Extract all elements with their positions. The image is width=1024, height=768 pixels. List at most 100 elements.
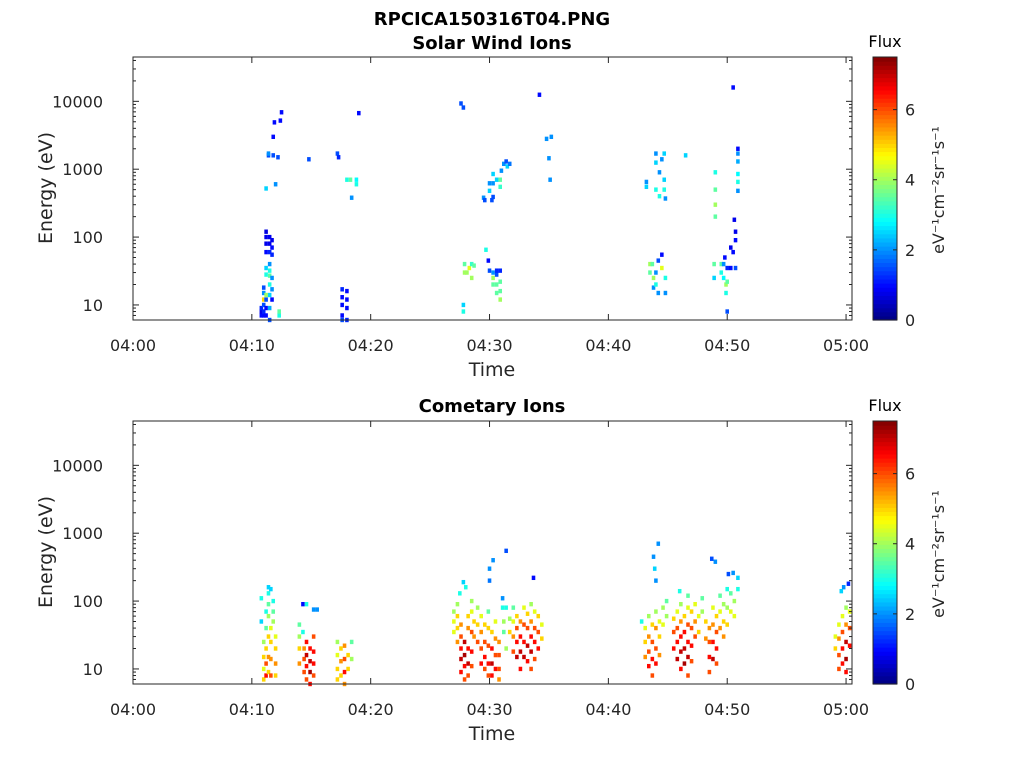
solar-wind-colorbar-step: [873, 147, 897, 153]
solar-wind-data-cell: [660, 157, 664, 162]
cometary-colorbar-step: [873, 437, 897, 443]
cometary-data-cell: [264, 661, 268, 666]
cometary-colorbar-step: [873, 626, 897, 632]
cometary-data-cell: [529, 634, 533, 639]
cometary-data-cell: [728, 591, 733, 596]
cometary-data-cell: [840, 613, 845, 619]
cometary-data-cell: [452, 619, 456, 624]
cometary-data-cell: [493, 666, 498, 672]
cometary-data-cell: [700, 596, 705, 601]
cometary-data-cell: [301, 629, 305, 635]
cometary-data-cell: [725, 586, 729, 592]
solar-wind-data-cell: [491, 171, 495, 177]
cometary-data-cell: [308, 646, 312, 651]
solar-wind-data-cell: [663, 290, 668, 296]
cometary-colorbar-step: [873, 494, 897, 500]
solar-wind-data-cell: [484, 247, 488, 252]
cometary-data-cell: [459, 669, 463, 675]
cometary-data-cell: [675, 609, 680, 614]
solar-wind-data-cell: [259, 309, 264, 314]
solar-wind-data-cell: [345, 177, 349, 182]
solar-wind-colorbar-step: [873, 139, 897, 144]
solar-wind-colorbar-step: [873, 307, 897, 313]
cometary-data-cell: [297, 646, 302, 651]
solar-wind-data-cell: [660, 265, 664, 271]
cometary-data-cell: [650, 656, 655, 662]
solar-wind-data-cell: [264, 241, 268, 246]
cometary-data-cell: [335, 666, 340, 672]
cometary-data-cell: [833, 646, 838, 651]
solar-wind-data-cell: [264, 234, 268, 240]
cometary-data-cell: [693, 634, 697, 639]
cometary-data-cell: [515, 625, 519, 631]
solar-wind-data-cell: [267, 268, 272, 273]
cometary-data-cell: [482, 639, 487, 645]
solar-wind-data-cell: [307, 157, 311, 162]
cometary-data-cell: [711, 622, 715, 627]
cometary-data-cell: [518, 634, 523, 639]
cometary-data-cell: [689, 643, 694, 648]
cometary-data-cell: [261, 654, 266, 660]
solar-wind-colorbar-step: [873, 69, 897, 75]
cometary-colorbar-step: [873, 503, 897, 508]
cometary-data-cell: [654, 661, 658, 666]
solar-wind-data-cell: [335, 151, 340, 156]
cometary-data-cell: [657, 652, 662, 658]
solar-wind-y-tick-label: 10: [83, 296, 103, 315]
solar-wind-data-cell: [467, 265, 472, 271]
cometary-data-cell: [297, 622, 302, 627]
cometary-data-cell: [682, 629, 687, 635]
solar-wind-data-cell: [465, 270, 469, 275]
solar-wind-data-cell: [498, 184, 503, 190]
solar-wind-data-cell: [547, 156, 551, 161]
cometary-data-cell: [304, 677, 309, 682]
cometary-colorbar-step: [873, 453, 897, 459]
cometary-data-cell: [479, 646, 483, 651]
solar-wind-colorbar-step: [873, 254, 897, 259]
cometary-colorbar-step: [873, 618, 897, 623]
solar-wind-plot-area: [133, 57, 852, 320]
cometary-colorbar-tick-label: 2: [905, 605, 915, 624]
solar-wind-colorbar-step: [873, 200, 897, 206]
cometary-colorbar-step: [873, 667, 897, 673]
solar-wind-data-cell: [482, 197, 487, 203]
solar-wind-data-cell: [267, 305, 272, 311]
cometary-colorbar-step: [873, 429, 897, 434]
cometary-data-cell: [840, 661, 845, 666]
solar-wind-data-cell: [267, 249, 272, 255]
cometary-colorbar-step: [873, 597, 897, 603]
solar-wind-data-cell: [712, 261, 716, 267]
cometary-x-axis-label: Time: [468, 723, 516, 745]
solar-wind-data-cell: [271, 134, 276, 140]
solar-wind-data-cell: [345, 297, 349, 302]
solar-wind-data-cell: [736, 171, 740, 177]
solar-wind-colorbar-step: [873, 209, 897, 214]
cometary-data-cell: [736, 586, 740, 592]
solar-wind-colorbar-step: [873, 213, 897, 218]
solar-wind-panel: Solar Wind Ions Time Energy (eV) Flux eV…: [35, 32, 948, 381]
cometary-data-cell: [650, 639, 655, 645]
solar-wind-data-cell: [357, 110, 361, 116]
cometary-data-cell: [721, 634, 726, 639]
cometary-data-cell: [639, 619, 644, 624]
cometary-data-cell: [714, 629, 719, 635]
solar-wind-data-cell: [491, 181, 495, 186]
cometary-colorbar-step: [873, 449, 897, 455]
solar-wind-data-cell: [340, 313, 344, 318]
solar-wind-data-cell: [654, 160, 658, 165]
cometary-data-cell: [308, 659, 312, 664]
solar-wind-data-cell: [657, 170, 662, 175]
solar-wind-data-cell: [340, 287, 344, 292]
cometary-data-cell: [264, 673, 268, 678]
cometary-colorbar-step: [873, 499, 897, 504]
cometary-data-cell: [469, 609, 474, 614]
solar-wind-colorbar-step: [873, 155, 897, 161]
solar-wind-colorbar-step: [873, 135, 897, 140]
solar-wind-colorbar-step: [873, 85, 897, 91]
solar-wind-data-cell: [270, 245, 274, 250]
cometary-data-cell: [266, 613, 271, 619]
cometary-colorbar-step: [873, 679, 897, 685]
cometary-data-cell: [643, 639, 647, 645]
solar-wind-data-cell: [264, 313, 268, 318]
solar-wind-colorbar-step: [873, 65, 897, 70]
